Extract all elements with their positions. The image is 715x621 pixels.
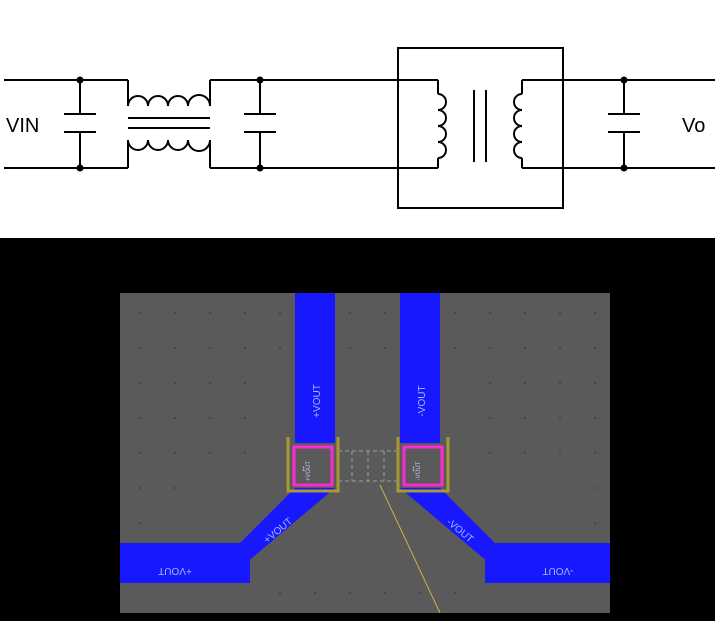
trace-label-top-left: +VOUT xyxy=(312,384,323,418)
pcb-canvas: +VOUT -VOUT +VOUT -VOUT +VOUT -VOUT +VOU… xyxy=(120,293,610,613)
trace-label-bot-left: +VOUT xyxy=(158,565,192,576)
pcb-svg: +VOUT -VOUT +VOUT -VOUT +VOUT -VOUT +VOU… xyxy=(120,293,610,613)
trace-label-top-right: -VOUT xyxy=(417,385,428,416)
schematic-svg xyxy=(0,0,715,238)
vo-label: Vo xyxy=(682,115,705,138)
pcb-layout-area: +VOUT -VOUT +VOUT -VOUT +VOUT -VOUT +VOU… xyxy=(0,238,715,621)
schematic-diagram: VIN Vo xyxy=(0,0,715,238)
pad-label-right: -VOUT xyxy=(416,461,422,480)
pad-label-left: +VOUT xyxy=(306,461,312,482)
trace-label-bot-right: -VOUT xyxy=(542,565,573,576)
vin-label: VIN xyxy=(6,115,39,138)
